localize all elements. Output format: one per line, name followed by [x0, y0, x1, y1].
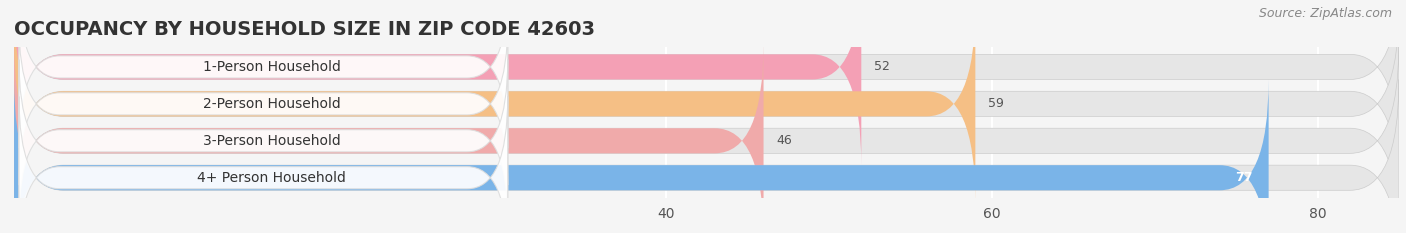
- Text: 52: 52: [875, 60, 890, 73]
- FancyBboxPatch shape: [14, 79, 1399, 233]
- Text: 46: 46: [776, 134, 793, 147]
- FancyBboxPatch shape: [14, 79, 1268, 233]
- FancyBboxPatch shape: [14, 6, 976, 202]
- FancyBboxPatch shape: [14, 43, 763, 233]
- FancyBboxPatch shape: [18, 23, 508, 185]
- Text: 1-Person Household: 1-Person Household: [202, 60, 340, 74]
- Text: Source: ZipAtlas.com: Source: ZipAtlas.com: [1258, 7, 1392, 20]
- Text: 2-Person Household: 2-Person Household: [202, 97, 340, 111]
- Text: 4+ Person Household: 4+ Person Household: [197, 171, 346, 185]
- Text: 3-Person Household: 3-Person Household: [202, 134, 340, 148]
- FancyBboxPatch shape: [14, 6, 1399, 202]
- FancyBboxPatch shape: [14, 0, 1399, 165]
- FancyBboxPatch shape: [14, 43, 1399, 233]
- FancyBboxPatch shape: [14, 0, 862, 165]
- Text: 77: 77: [1234, 171, 1253, 184]
- FancyBboxPatch shape: [18, 0, 508, 148]
- Text: 59: 59: [988, 97, 1004, 110]
- FancyBboxPatch shape: [18, 96, 508, 233]
- Text: OCCUPANCY BY HOUSEHOLD SIZE IN ZIP CODE 42603: OCCUPANCY BY HOUSEHOLD SIZE IN ZIP CODE …: [14, 21, 595, 39]
- FancyBboxPatch shape: [18, 59, 508, 222]
